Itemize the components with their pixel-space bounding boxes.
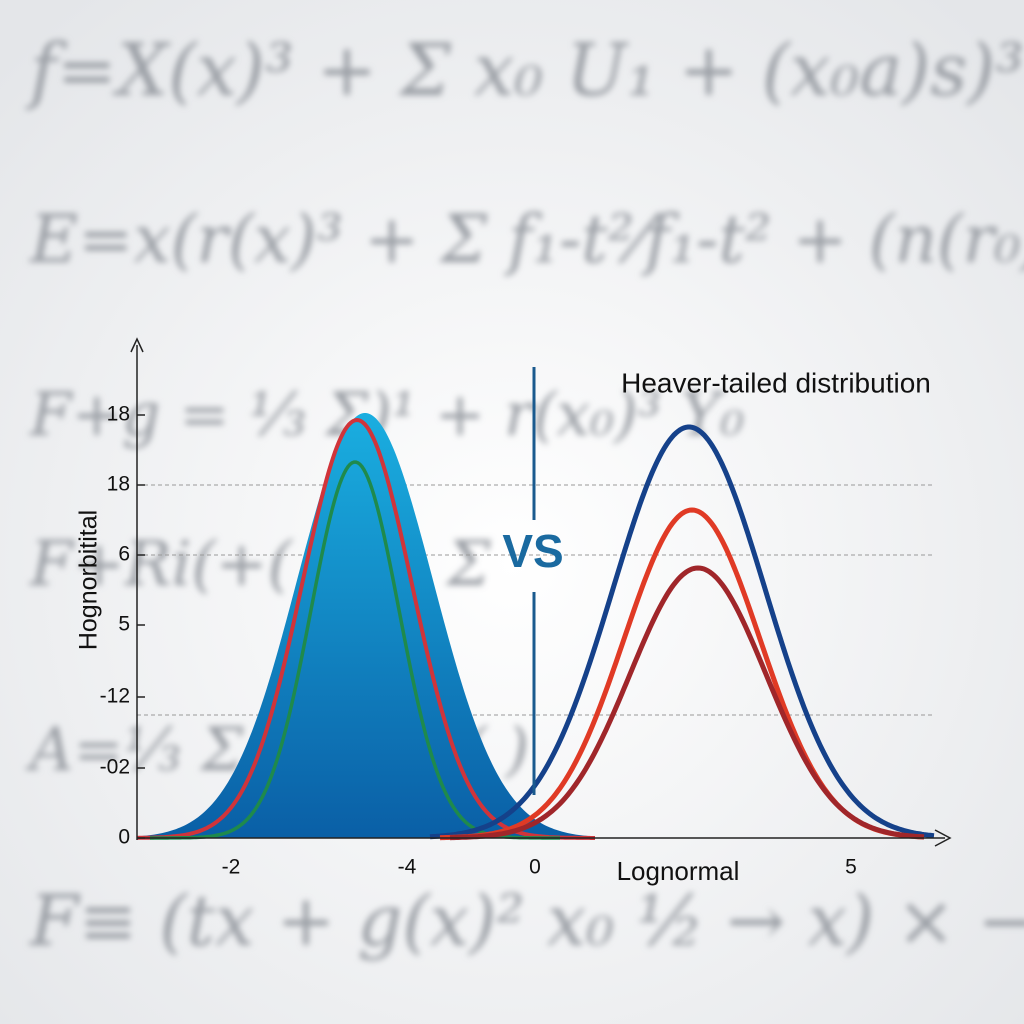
formula: F≡ (tx + g(x)² x₀ ½ → x) × −1 <box>28 880 1024 962</box>
y-axis-label: Hognorbitital <box>75 510 103 650</box>
curve <box>449 565 925 841</box>
x-tick-label: -2 <box>222 856 241 879</box>
y-tick-label: 6 <box>118 543 130 566</box>
title: Heaver-tailed distribution <box>621 367 931 398</box>
y-tick-label: 0 <box>118 826 130 849</box>
y-tick-label: -02 <box>100 756 130 779</box>
x-tick-label: -4 <box>398 856 417 879</box>
vs-label: VS <box>502 525 563 577</box>
x-tick-label: 5 <box>845 856 857 879</box>
formula: E=x(r(x)³ + Σ f₁-t²⁄f₁-t² + (n(r₀)x) <box>29 201 1024 278</box>
x-axis-label: Lognormal <box>617 856 740 886</box>
y-axis-arrow <box>130 337 144 353</box>
curve <box>136 417 595 840</box>
y-tick-label: 18 <box>107 403 130 426</box>
plot: VS Heaver-tailed distribution Lognormal … <box>75 337 952 886</box>
curve <box>140 413 590 838</box>
formula: f=X(x)³ + Σ x₀ U₁ + (x₀a)s)³ <box>25 28 1024 112</box>
y-tick-label: -12 <box>100 685 130 708</box>
x-tick-label: 0 <box>529 856 541 879</box>
y-tick-label: 5 <box>118 613 130 636</box>
curve <box>429 424 935 840</box>
y-tick-label: 18 <box>107 473 130 496</box>
x-axis-arrow <box>934 829 952 847</box>
